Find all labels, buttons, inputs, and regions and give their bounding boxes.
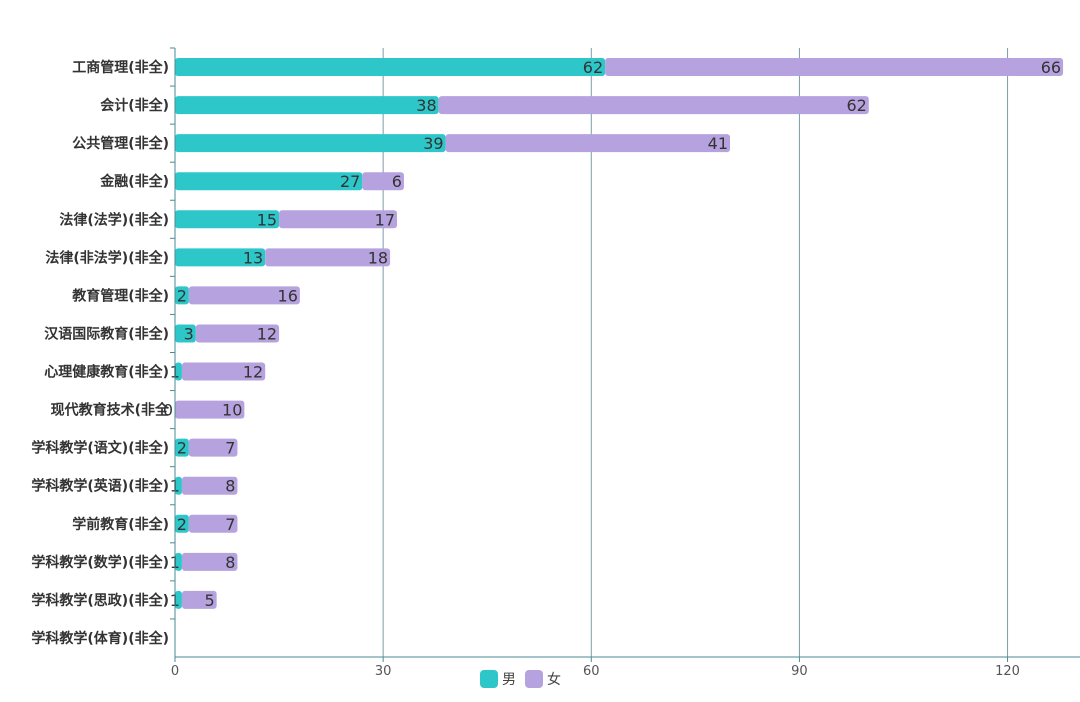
- legend-swatch-female[interactable]: [525, 670, 543, 688]
- category-label: 法律(非法学)(非全): [45, 249, 169, 266]
- bar-value-label: 18: [368, 248, 388, 267]
- x-tick-label: 0: [171, 664, 179, 679]
- category-label: 学科教学(英语)(非全): [31, 478, 169, 495]
- bar-value-label: 2: [177, 515, 187, 534]
- bar-segment-male: [175, 552, 182, 571]
- category-label: 学科教学(数学)(非全): [31, 554, 169, 571]
- x-tick-label: 30: [375, 664, 392, 679]
- bar-value-label: 8: [225, 553, 235, 572]
- category-label: 学科教学(体育)(非全): [31, 630, 169, 647]
- bar-segment-male: [175, 172, 363, 191]
- category-label: 金融(非全): [99, 173, 169, 190]
- bar-segment-male: [175, 324, 196, 343]
- bar-segment-male: [175, 590, 182, 609]
- bars: [175, 58, 1064, 609]
- bar-segment-female: [188, 438, 238, 457]
- bar-value-label: 66: [1041, 58, 1061, 77]
- bar-segment-male: [175, 134, 446, 153]
- bar-segment-male: [175, 514, 189, 533]
- x-tick-label: 120: [995, 664, 1020, 679]
- bar-segment-female: [279, 210, 398, 229]
- bar-segment-female: [195, 324, 280, 343]
- category-label: 教育管理(非全): [72, 287, 169, 304]
- bar-segment-female: [265, 248, 391, 267]
- x-tick-label: 60: [583, 664, 600, 679]
- bar-value-label: 62: [583, 58, 603, 77]
- bar-segment-female: [181, 590, 217, 609]
- legend[interactable]: 男女: [480, 670, 561, 688]
- x-tick-label: 90: [791, 664, 808, 679]
- bar-segment-female: [445, 134, 731, 153]
- bar-segment-male: [175, 286, 189, 305]
- category-label: 现代教育技术(非全: [51, 402, 170, 419]
- bar-segment-female: [188, 286, 300, 305]
- bar-segment-female: [175, 400, 245, 419]
- category-label: 法律(法学)(非全): [59, 211, 169, 228]
- bar-value-label: 17: [375, 210, 395, 229]
- bar-segment-female: [438, 96, 869, 115]
- bar-segment-male: [175, 248, 266, 267]
- axes: [170, 47, 1080, 662]
- bar-value-label: 62: [846, 96, 866, 115]
- bar-segment-male: [175, 96, 439, 115]
- bar-segment-male: [175, 58, 606, 77]
- bar-value-label: 7: [225, 515, 235, 534]
- category-label: 工商管理(非全): [72, 59, 169, 76]
- legend-swatch-male[interactable]: [480, 670, 498, 688]
- bar-value-label: 39: [423, 134, 443, 153]
- bar-segment-female: [181, 362, 266, 381]
- bar-value-label: 13: [243, 248, 263, 267]
- bar-value-label: 7: [225, 439, 235, 458]
- bar-segment-female: [188, 514, 238, 533]
- bar-segment-male: [175, 210, 280, 229]
- bar-value-label: 8: [225, 477, 235, 496]
- category-label: 心理健康教育(非全): [44, 364, 169, 381]
- legend-label-female[interactable]: 女: [547, 671, 561, 688]
- category-label: 学前教育(非全): [72, 516, 169, 533]
- bar-segment-male: [175, 362, 182, 381]
- bar-value-label: 38: [416, 96, 436, 115]
- bar-value-label: 16: [278, 286, 298, 305]
- bar-value-label: 12: [243, 363, 263, 382]
- bar-value-label: 2: [177, 286, 187, 305]
- bar-value-label: 3: [184, 324, 194, 343]
- bar-segment-female: [362, 172, 404, 191]
- bar-segment-female: [605, 58, 1064, 77]
- bar-value-label: 15: [257, 210, 277, 229]
- legend-label-male[interactable]: 男: [502, 672, 516, 688]
- category-label: 学科教学(语文)(非全): [31, 440, 169, 457]
- category-label: 学科教学(思政)(非全): [31, 592, 169, 609]
- bar-value-label: 2: [177, 439, 187, 458]
- bar-value-label: 27: [340, 172, 360, 191]
- category-label: 会计(非全): [100, 97, 169, 114]
- bar-segment-female: [181, 476, 238, 495]
- bar-value-label: 41: [708, 134, 728, 153]
- bar-segment-male: [175, 476, 182, 495]
- bar-value-label: 10: [222, 401, 242, 420]
- category-labels: 工商管理(非全) 会计(非全) 公共管理(非全) 金融(非全) 法律(法学)(非全) 法律…: [31, 59, 170, 647]
- bar-segment-female: [181, 552, 238, 571]
- bar-segment-male: [175, 438, 189, 457]
- bar-value-label: 12: [257, 324, 277, 343]
- bar-value-label: 0: [163, 401, 173, 420]
- category-label: 公共管理(非全): [72, 135, 169, 152]
- bar-value-label: 6: [392, 172, 402, 191]
- category-label: 汉语国际教育(非全): [44, 325, 169, 342]
- bar-value-label: 5: [204, 591, 214, 610]
- x-tick-labels: 0 30 60 90 120: [171, 664, 1020, 679]
